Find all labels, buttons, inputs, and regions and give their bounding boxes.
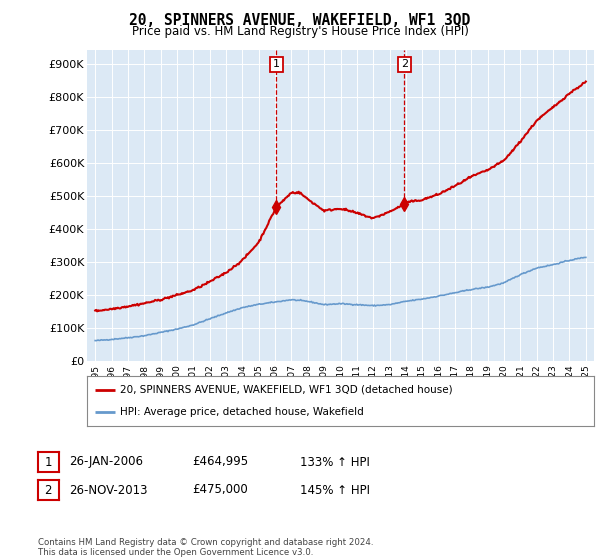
Text: HPI: Average price, detached house, Wakefield: HPI: Average price, detached house, Wake… [120, 407, 364, 417]
Text: 2: 2 [44, 483, 52, 497]
Text: Contains HM Land Registry data © Crown copyright and database right 2024.
This d: Contains HM Land Registry data © Crown c… [38, 538, 373, 557]
Text: 133% ↑ HPI: 133% ↑ HPI [300, 455, 370, 469]
Text: 2: 2 [401, 59, 408, 69]
Text: 1: 1 [273, 59, 280, 69]
Text: £475,000: £475,000 [192, 483, 248, 497]
Text: 20, SPINNERS AVENUE, WAKEFIELD, WF1 3QD (detached house): 20, SPINNERS AVENUE, WAKEFIELD, WF1 3QD … [120, 385, 452, 395]
Text: Price paid vs. HM Land Registry's House Price Index (HPI): Price paid vs. HM Land Registry's House … [131, 25, 469, 38]
Text: 26-JAN-2006: 26-JAN-2006 [69, 455, 143, 469]
Text: 20, SPINNERS AVENUE, WAKEFIELD, WF1 3QD: 20, SPINNERS AVENUE, WAKEFIELD, WF1 3QD [130, 13, 470, 28]
Text: 145% ↑ HPI: 145% ↑ HPI [300, 483, 370, 497]
Text: 26-NOV-2013: 26-NOV-2013 [69, 483, 148, 497]
Text: £464,995: £464,995 [192, 455, 248, 469]
Text: 1: 1 [44, 455, 52, 469]
